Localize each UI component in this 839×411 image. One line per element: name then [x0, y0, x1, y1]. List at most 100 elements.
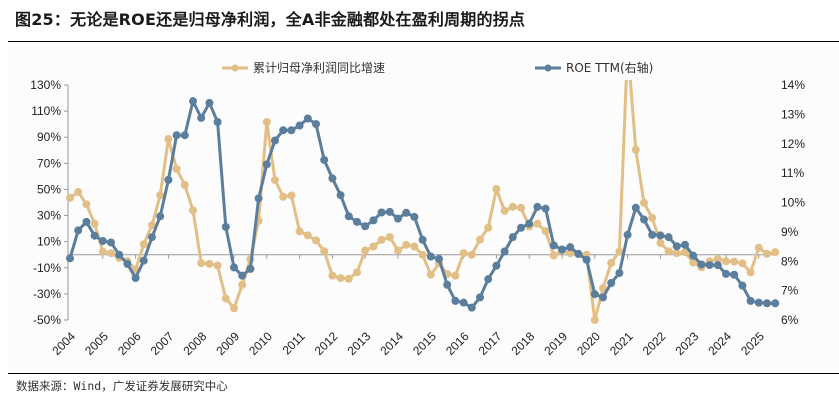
data-point-series-2 [320, 155, 329, 164]
left-tick-label: 90% [37, 130, 61, 144]
data-point-series-2 [705, 261, 714, 270]
data-point-series-1 [713, 254, 722, 263]
data-point-series-2 [66, 254, 74, 263]
data-point-series-1 [361, 246, 370, 255]
data-point-series-2 [402, 208, 411, 217]
data-point-series-2 [279, 126, 288, 135]
data-point-series-2 [394, 214, 402, 223]
data-point-series-1 [148, 221, 156, 230]
data-point-series-2 [484, 275, 493, 284]
data-point-series-2 [582, 255, 591, 264]
data-point-series-2 [689, 251, 698, 260]
data-point-series-1 [353, 268, 361, 277]
data-point-series-2 [525, 219, 534, 228]
data-point-series-2 [640, 215, 648, 224]
data-point-series-2 [123, 259, 132, 268]
data-point-series-1 [689, 258, 698, 267]
data-point-series-1 [500, 206, 509, 215]
right-tick-label: 6% [781, 313, 799, 327]
data-point-series-1 [271, 176, 279, 185]
data-point-series-2 [746, 296, 755, 305]
data-point-series-1 [451, 271, 460, 280]
data-point-series-1 [656, 238, 665, 247]
left-tick-label: 50% [37, 182, 61, 196]
data-point-series-2 [221, 222, 230, 231]
legend-label: ROE TTM(右轴) [566, 60, 653, 75]
data-point-series-1 [230, 304, 238, 313]
source-note: 数据来源：Wind，广发证券发展研究中心 [16, 379, 228, 393]
data-point-series-1 [722, 257, 730, 266]
data-point-series-1 [238, 280, 247, 289]
data-point-series-2 [697, 260, 706, 269]
data-point-series-1 [328, 271, 337, 280]
data-point-series-1 [221, 294, 230, 303]
legend: 累计归母净利润同比增速 ROE TTM(右轴) [222, 60, 653, 75]
data-point-series-1 [746, 268, 755, 277]
plot-background [8, 44, 839, 372]
data-point-series-1 [90, 219, 99, 228]
data-point-series-1 [312, 236, 320, 245]
data-point-series-2 [328, 174, 337, 183]
data-point-series-1 [377, 235, 386, 244]
data-point-series-1 [402, 240, 411, 249]
left-tick-label: 30% [37, 209, 61, 223]
legend-label: 累计归母净利润同比增速 [253, 61, 385, 75]
data-point-series-2 [435, 254, 443, 263]
data-point-series-1 [279, 192, 288, 201]
data-point-series-2 [754, 298, 763, 307]
data-point-series-1 [369, 242, 378, 251]
data-point-series-1 [517, 203, 525, 212]
data-point-series-1 [156, 191, 165, 200]
data-point-series-1 [336, 274, 345, 283]
data-point-series-2 [115, 250, 124, 259]
legend-swatch-marker [231, 64, 239, 72]
data-point-series-2 [574, 249, 583, 258]
data-point-series-2 [189, 97, 197, 106]
data-point-series-1 [303, 231, 312, 240]
data-point-series-1 [607, 258, 616, 267]
data-point-series-1 [541, 227, 550, 236]
data-point-series-2 [410, 212, 419, 221]
data-point-series-2 [336, 191, 345, 200]
left-tick-label: -10% [33, 261, 61, 275]
data-point-series-2 [426, 252, 435, 261]
data-point-series-2 [107, 238, 115, 247]
data-point-series-2 [262, 160, 271, 169]
data-point-series-2 [369, 216, 378, 225]
data-point-series-1 [566, 249, 575, 258]
data-point-series-2 [648, 230, 657, 239]
data-point-series-1 [262, 117, 271, 126]
data-point-series-2 [90, 231, 99, 240]
data-point-series-1 [213, 261, 222, 270]
data-point-series-2 [467, 303, 476, 312]
data-point-series-1 [771, 248, 780, 257]
data-point-series-1 [508, 202, 517, 211]
data-point-series-2 [131, 273, 140, 282]
data-point-series-1 [418, 250, 427, 259]
data-point-series-1 [197, 259, 206, 268]
data-point-series-1 [180, 181, 189, 190]
right-tick-label: 14% [781, 78, 805, 92]
data-point-series-1 [549, 251, 558, 260]
data-point-series-1 [640, 198, 648, 207]
data-point-series-1 [615, 247, 624, 256]
data-point-series-1 [476, 235, 484, 244]
data-point-series-2 [722, 269, 730, 278]
data-point-series-2 [164, 175, 173, 184]
data-point-series-2 [98, 236, 107, 245]
data-point-series-2 [566, 243, 575, 252]
data-point-series-1 [82, 200, 91, 209]
data-point-series-2 [631, 203, 640, 212]
data-point-series-2 [287, 126, 296, 135]
data-point-series-2 [533, 202, 542, 211]
data-point-series-2 [500, 247, 509, 256]
data-point-series-1 [385, 233, 394, 242]
data-point-series-2 [295, 121, 304, 130]
data-point-series-1 [533, 219, 542, 228]
data-point-series-2 [180, 131, 189, 140]
data-point-series-2 [508, 233, 517, 242]
left-tick-label: 110% [31, 104, 61, 118]
data-point-series-1 [344, 274, 353, 283]
data-point-series-1 [754, 243, 763, 252]
